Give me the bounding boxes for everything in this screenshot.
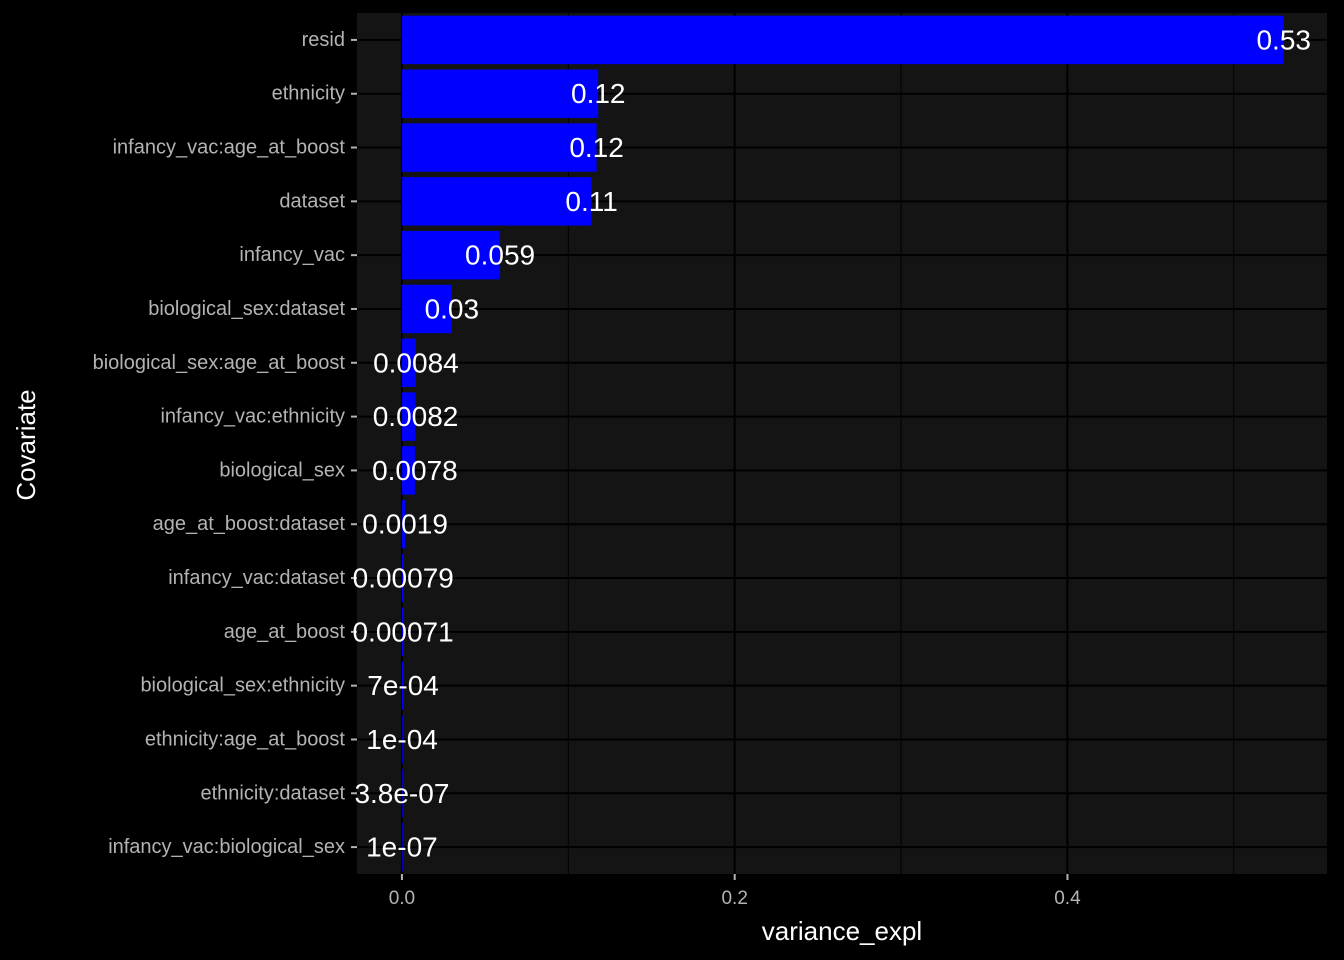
bar: [401, 230, 501, 280]
category-label: biological_sex:dataset: [148, 298, 345, 320]
data-label: 0.12: [569, 132, 624, 163]
x-tick-label: 0.4: [1054, 888, 1081, 909]
category-label: age_at_boost: [224, 621, 346, 643]
data-label: 0.059: [465, 240, 535, 271]
bar: [401, 69, 599, 118]
data-label: 0.03: [425, 293, 480, 324]
data-label: 7e-04: [367, 670, 439, 701]
category-label: dataset: [279, 190, 345, 212]
category-label: ethnicity:age_at_boost: [145, 728, 346, 750]
category-label: biological_sex:ethnicity: [140, 675, 345, 697]
category-label: ethnicity:dataset: [200, 782, 345, 804]
data-label: 0.11: [565, 186, 617, 217]
bar: [401, 500, 406, 549]
x-tick-label: 0.2: [721, 888, 747, 909]
x-tick-label: 0.0: [389, 888, 415, 909]
y-axis-labels: resid ethnicity infancy_vac:age_at_boostda…: [93, 29, 357, 858]
data-label: 0.0019: [362, 509, 448, 540]
bar: [401, 15, 1284, 65]
bar: [401, 661, 404, 710]
data-label: 3.8e-07: [354, 778, 449, 809]
bar: [401, 284, 452, 334]
data-label: 0.0082: [373, 401, 459, 432]
y-axis-title: Covariate: [11, 389, 41, 500]
bar: [401, 446, 415, 495]
category-label: age_at_boost:dataset: [153, 513, 346, 535]
x-axis-title: variance_expl: [762, 916, 922, 946]
data-label: 0.00079: [353, 563, 454, 594]
data-label: 0.0084: [373, 347, 459, 378]
bar: [401, 392, 416, 441]
bar: [401, 607, 404, 657]
category-label: infancy_vac:biological_sex: [108, 836, 345, 858]
data-label: 1e-07: [366, 832, 438, 863]
data-label: 0.12: [571, 78, 626, 109]
bars: [401, 15, 1284, 872]
category-label: biological_sex:age_at_boost: [93, 352, 346, 374]
bar: [401, 123, 597, 172]
category-label: resid: [302, 29, 345, 51]
bar: [401, 338, 416, 387]
data-label: 0.00071: [352, 616, 453, 647]
bar: [401, 822, 403, 872]
category-label: infancy_vac:dataset: [168, 567, 345, 589]
bar: [401, 715, 403, 764]
x-axis-ticks: 0.0 0.2 0.4: [389, 874, 1081, 909]
category-label: infancy_vac: [239, 244, 345, 266]
data-label: 0.53: [1256, 24, 1311, 55]
data-labels: 0.53 0.12 0.12 0.11 0.059 0.03 0.0084 0.0082 0.0…: [352, 24, 1310, 862]
data-label: 0.0078: [372, 455, 458, 486]
category-label: ethnicity: [272, 83, 345, 105]
data-label: 1e-04: [366, 724, 438, 755]
category-label: biological_sex: [219, 459, 345, 481]
bar: [401, 553, 404, 603]
bar: [401, 769, 403, 818]
category-label: infancy_vac:ethnicity: [160, 406, 345, 428]
category-label: infancy_vac:age_at_boost: [113, 137, 346, 159]
bar: [401, 177, 592, 226]
